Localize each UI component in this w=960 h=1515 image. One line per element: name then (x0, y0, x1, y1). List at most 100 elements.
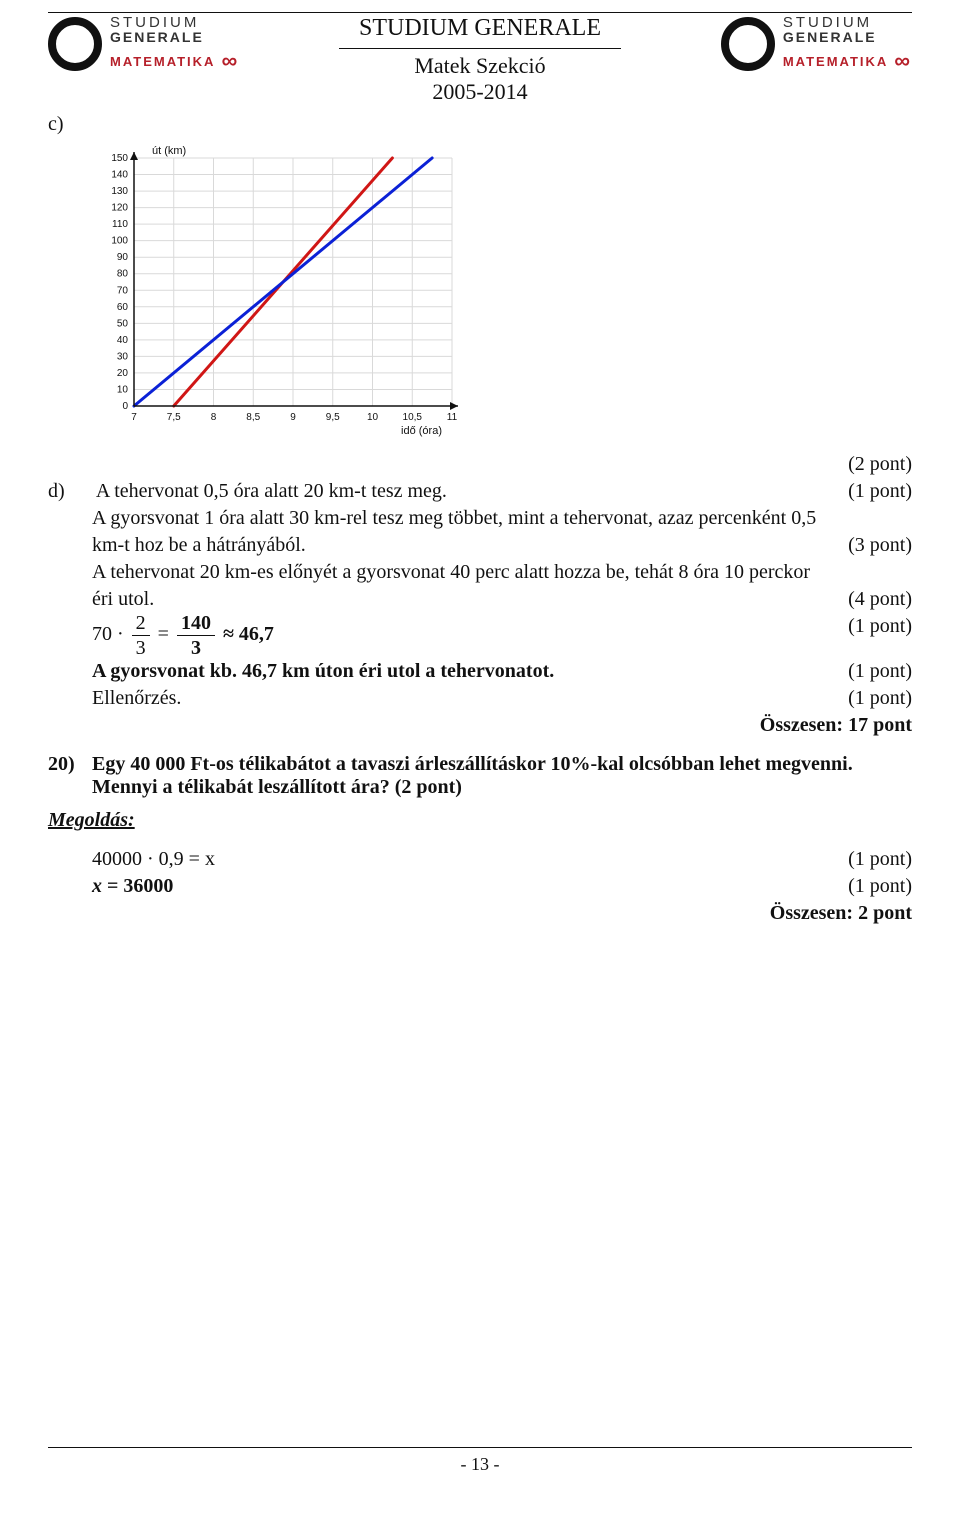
points-label: (3 pont) (836, 532, 912, 559)
gyorsvonat-line: A gyorsvonat kb. 46,7 km úton éri utol a… (48, 658, 554, 685)
osszesen-2-row: Összesen: 2 pont (48, 900, 912, 927)
brand-line2: GENERALE (110, 30, 239, 44)
svg-text:70: 70 (117, 285, 129, 296)
brand-subject: MATEMATIKA (110, 55, 215, 68)
logo-right: STUDIUM GENERALE MATEMATIKA ∞ (721, 15, 912, 72)
sol-line-1-row: 40000 · 0,9 = x (1 pont) (48, 846, 912, 873)
solution-label: Megoldás: (48, 809, 912, 832)
para-2: A tehervonat 20 km-es előnyét a gyorsvon… (48, 559, 836, 613)
math-approx: ≈ 46,7 (223, 623, 274, 645)
solution-body: (2 pont) d) A tehervonat 0,5 óra alatt 2… (48, 451, 912, 739)
svg-text:11: 11 (447, 412, 458, 423)
header-years: 2005-2014 (339, 79, 621, 105)
header-subtitle: Matek Szekció (339, 49, 621, 79)
logo-right-text: STUDIUM GENERALE MATEMATIKA ∞ (783, 15, 912, 72)
svg-text:9,5: 9,5 (326, 412, 340, 423)
gyorsvonat-row: A gyorsvonat kb. 46,7 km úton éri utol a… (48, 658, 912, 685)
sol-line-2-row: x = 36000 (1 pont) (48, 873, 912, 900)
sol-line-2: x = 36000 (48, 873, 173, 900)
svg-text:9: 9 (290, 412, 296, 423)
brand-line3: MATEMATIKA ∞ (110, 44, 239, 72)
points-label: (1 pont) (836, 873, 912, 900)
logo-left-text: STUDIUM GENERALE MATEMATIKA ∞ (110, 15, 239, 72)
solution-20-body: 40000 · 0,9 = x (1 pont) x = 36000 (1 po… (48, 846, 912, 927)
header-top-rule (48, 12, 912, 13)
sol-eq: = 36000 (102, 875, 173, 897)
svg-text:út (km): út (km) (152, 145, 186, 157)
q20-number: 20) (48, 753, 92, 799)
brand-subject: MATEMATIKA (783, 55, 888, 68)
para-1: A gyorsvonat 1 óra alatt 30 km-rel tesz … (48, 505, 836, 559)
frac2-num: 140 (177, 613, 215, 636)
chart-container: 77,588,599,51010,51101020304050607080901… (92, 140, 912, 445)
page-number: - 13 - (461, 1454, 500, 1474)
frac1-den: 3 (132, 636, 150, 658)
svg-text:idő (óra): idő (óra) (401, 425, 442, 437)
ellenorzes: Ellenőrzés. (48, 685, 181, 712)
svg-text:8,5: 8,5 (246, 412, 260, 423)
svg-text:10: 10 (117, 384, 129, 395)
line-d: d) A tehervonat 0,5 óra alatt 20 km-t te… (48, 478, 912, 505)
osszesen-17-row: Összesen: 17 pont (48, 712, 912, 739)
line-d-text: A tehervonat 0,5 óra alatt 20 km-t tesz … (96, 480, 447, 502)
frac2-den: 3 (177, 636, 215, 658)
frac1-num: 2 (132, 613, 150, 636)
logo-ring-icon (48, 17, 102, 71)
svg-text:130: 130 (111, 186, 128, 197)
svg-text:7,5: 7,5 (167, 412, 181, 423)
infinity-icon: ∞ (221, 50, 239, 72)
points-label: (1 pont) (836, 613, 912, 640)
page-footer: - 13 - (0, 1447, 960, 1475)
pts-2: (2 pont) (48, 451, 912, 478)
line-chart: 77,588,599,51010,51101020304050607080901… (92, 140, 462, 440)
fraction-2: 140 3 (177, 613, 215, 658)
svg-text:60: 60 (117, 302, 129, 313)
osszesen-2: Összesen: 2 pont (758, 900, 912, 927)
math-expression: 70 · 2 3 = 140 3 ≈ 46,7 (48, 613, 274, 658)
svg-text:80: 80 (117, 269, 129, 280)
math-eq: = (158, 623, 174, 645)
para-2-row: A tehervonat 20 km-es előnyét a gyorsvon… (48, 559, 912, 613)
points-label: (1 pont) (836, 478, 912, 505)
header-title: STUDIUM GENERALE (339, 15, 621, 49)
brand-line2: GENERALE (783, 30, 912, 44)
math-70: 70 · (92, 623, 124, 645)
svg-text:100: 100 (111, 236, 128, 247)
brand-line1: STUDIUM (110, 15, 239, 30)
logo-left: STUDIUM GENERALE MATEMATIKA ∞ (48, 15, 239, 72)
svg-text:120: 120 (111, 203, 128, 214)
svg-text:40: 40 (117, 335, 129, 346)
svg-text:8: 8 (211, 412, 217, 423)
svg-text:20: 20 (117, 368, 129, 379)
svg-text:0: 0 (122, 401, 128, 412)
brand-line3: MATEMATIKA ∞ (783, 44, 912, 72)
svg-text:50: 50 (117, 318, 129, 329)
para-1-row: A gyorsvonat 1 óra alatt 30 km-rel tesz … (48, 505, 912, 559)
svg-text:140: 140 (111, 170, 128, 181)
sol-line-1: 40000 · 0,9 = x (48, 846, 215, 873)
points-label: (4 pont) (836, 586, 912, 613)
footer-rule (48, 1447, 912, 1448)
ellenorzes-row: Ellenőrzés. (1 pont) (48, 685, 912, 712)
svg-text:110: 110 (112, 219, 128, 230)
osszesen-17: Összesen: 17 pont (748, 712, 912, 739)
points-label: (1 pont) (836, 658, 912, 685)
svg-text:30: 30 (117, 351, 129, 362)
section-d-label: d) (48, 478, 92, 505)
points-label: (2 pont) (836, 451, 912, 478)
section-c-label: c) (48, 113, 912, 136)
brand-line1: STUDIUM (783, 15, 912, 30)
svg-text:10: 10 (367, 412, 379, 423)
sol-x: x (92, 875, 102, 897)
points-label: (1 pont) (836, 685, 912, 712)
q20-text: Egy 40 000 Ft-os télikabátot a tavaszi á… (92, 753, 912, 799)
svg-text:150: 150 (111, 153, 128, 164)
svg-text:90: 90 (117, 252, 129, 263)
header-center: STUDIUM GENERALE Matek Szekció 2005-2014 (339, 15, 621, 105)
math-row: 70 · 2 3 = 140 3 ≈ 46,7 (1 pont) (48, 613, 912, 658)
points-label: (1 pont) (836, 846, 912, 873)
page-header: STUDIUM GENERALE MATEMATIKA ∞ STUDIUM GE… (48, 15, 912, 105)
infinity-icon: ∞ (894, 50, 912, 72)
fraction-1: 2 3 (132, 613, 150, 658)
question-20: 20) Egy 40 000 Ft-os télikabátot a tavas… (48, 753, 912, 799)
